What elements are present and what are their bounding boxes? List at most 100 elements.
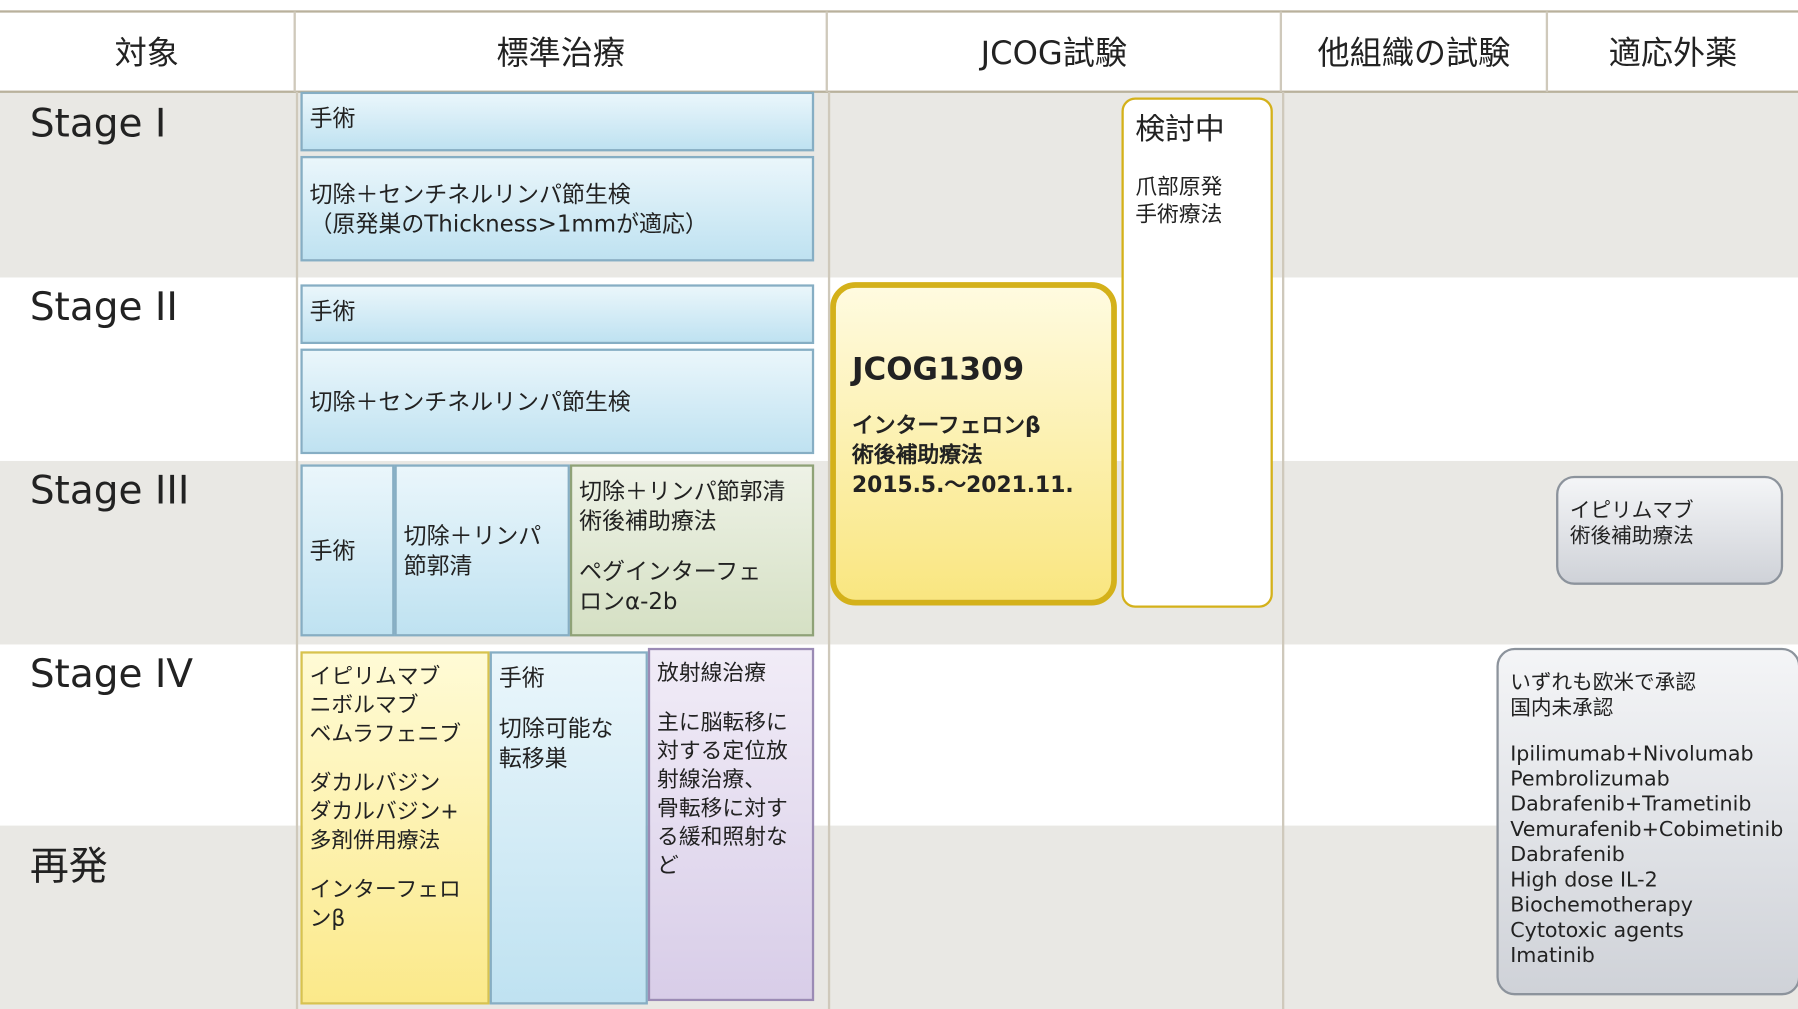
text-line: Dabrafenib <box>1510 842 1625 867</box>
text-line: JCOG1309 <box>851 352 1025 388</box>
treatment-box: 切除＋リンパ節郭清 術後補助療法 ペグインターフェ ロンα-2b <box>569 464 815 637</box>
text-line: 手術 <box>309 536 356 565</box>
column-divider <box>295 91 299 1009</box>
text-line: 切除＋リンパ節郭清 <box>579 477 786 505</box>
stage-label: Stage II <box>29 284 178 331</box>
text-line: Ipilimumab+Nivolumab <box>1510 741 1754 766</box>
paragraph: 主に脳転移に 対する定位放 射線治療、 骨転移に対す る緩和照射など <box>657 709 805 881</box>
paragraph: 切除＋センチネルリンパ節生検 （原発巣のThickness>1mmが適応） <box>310 179 805 239</box>
box-text: 検討中爪部原発 手術療法 <box>1135 107 1259 229</box>
column-header: 標準治療 <box>296 11 828 92</box>
box-text: 手術 <box>310 103 805 133</box>
box-text: 切除＋リンパ 節郭清 <box>404 521 561 581</box>
text-line: 爪部原発 <box>1135 174 1223 200</box>
text-line: 射線治療、 <box>657 767 767 793</box>
treatment-box: イピリムマブ ニボルマブベムラフェニブダカルバジン ダカルバジン+ 多剤併用療法インタ… <box>300 651 490 1005</box>
text-line: 手術 <box>498 663 545 692</box>
treatment-box: 検討中爪部原発 手術療法 <box>1121 97 1273 608</box>
text-line: 手術 <box>309 296 356 325</box>
paragraph: 放射線治療 <box>657 659 805 688</box>
text-line: 検討中 <box>1135 112 1225 147</box>
text-line: Biochemotherapy <box>1510 893 1693 918</box>
treatment-box: 手術 <box>300 91 815 152</box>
column-header: 他組織の試験 <box>1282 11 1549 92</box>
paragraph: 手術 <box>310 296 805 326</box>
paragraph: 切除＋リンパ節郭清 術後補助療法 <box>579 476 805 536</box>
text-line: Dabrafenib+Trametinib <box>1510 792 1752 817</box>
box-text: いずれも欧米で承認 国内未承認 Ipilimumab+Nivolumab Pembro… <box>1510 671 1786 969</box>
text-line: 放射線治療 <box>657 660 767 686</box>
text-line: ダカルバジン+ <box>309 799 459 825</box>
text-line: 2015.5.～2021.11. <box>851 472 1074 498</box>
box-text: 手術切除可能な 転移巣 <box>499 663 639 773</box>
text-line: 対する定位放 <box>657 738 788 764</box>
text-line: 主に脳転移に <box>657 709 788 736</box>
stage-label: Stage IV <box>29 651 194 698</box>
paragraph: JCOG1309 <box>852 351 1095 390</box>
paragraph: ペグインターフェ ロンα-2b <box>579 556 805 616</box>
text-line: ペグインターフェ <box>579 557 762 585</box>
paragraph: インターフェロンβ 術後補助療法 2015.5.～2021.11. <box>852 411 1095 500</box>
paragraph: 切除可能な 転移巣 <box>499 713 639 773</box>
box-text: JCOG1309 インターフェロンβ 術後補助療法 2015.5.～2021.11. <box>852 351 1095 500</box>
text-line: インターフェロンβ <box>851 412 1041 439</box>
text-line: 切除＋センチネルリンパ節生検 <box>309 387 631 416</box>
paragraph: 手術 <box>310 536 386 566</box>
box-text: 手術 <box>310 536 386 566</box>
treatment-box: 放射線治療主に脳転移に 対する定位放 射線治療、 骨転移に対す る緩和照射など <box>647 647 815 1002</box>
text-line: ベムラフェニブ <box>309 721 462 747</box>
text-line: 節郭清 <box>403 551 473 580</box>
text-line: 手術 <box>309 104 356 132</box>
paragraph: 切除＋センチネルリンパ節生検 <box>310 386 805 416</box>
treatment-box: JCOG1309 インターフェロンβ 術後補助療法 2015.5.～2021.11. <box>830 282 1117 606</box>
paragraph: インターフェロ ンβ <box>310 876 481 933</box>
column-divider <box>827 91 831 1009</box>
top-rule <box>0 10 1798 13</box>
text-line: Imatinib <box>1510 943 1595 968</box>
text-line: 術後補助療法 <box>1569 524 1694 549</box>
text-line: High dose IL-2 <box>1510 868 1658 893</box>
text-line: インターフェロ <box>309 877 461 903</box>
text-line: ロンα-2b <box>579 587 678 615</box>
text-line: イピリムマブ <box>1569 498 1694 523</box>
text-line: 多剤併用療法 <box>309 827 441 854</box>
paragraph: 手術 <box>499 663 639 693</box>
paragraph: Ipilimumab+Nivolumab Pembrolizumab Dabrafe… <box>1510 742 1786 969</box>
paragraph: 検討中 <box>1135 107 1259 153</box>
paragraph: イピリムマブ ニボルマブベムラフェニブ <box>310 663 481 749</box>
paragraph: 手術 <box>310 103 805 133</box>
text-line: ど <box>657 853 679 879</box>
text-line: （原発巣のThickness>1mmが適応） <box>309 209 708 238</box>
treatment-box: いずれも欧米で承認 国内未承認 Ipilimumab+Nivolumab Pembro… <box>1496 647 1798 996</box>
row-band <box>0 91 1798 278</box>
text-line: イピリムマブ <box>309 663 441 690</box>
text-line: Cytotoxic agents <box>1510 918 1684 943</box>
treatment-box: 手術切除可能な 転移巣 <box>489 651 648 1005</box>
text-line: る緩和照射な <box>657 824 788 850</box>
text-line: 骨転移に対す <box>657 795 788 822</box>
box-text: イピリムマブ 術後補助療法 <box>1570 499 1770 549</box>
box-text: 手術 <box>310 296 805 326</box>
text-line: 国内未承認 <box>1510 696 1614 721</box>
treatment-box: イピリムマブ 術後補助療法 <box>1556 475 1784 585</box>
column-header: 対象 <box>0 11 296 92</box>
text-line: Vemurafenib+Cobimetinib <box>1510 817 1784 842</box>
header-rule <box>0 90 1798 93</box>
box-text: 放射線治療主に脳転移に 対する定位放 射線治療、 骨転移に対す る緩和照射など <box>657 659 805 880</box>
stage-label: Stage III <box>29 467 190 514</box>
text-line: 切除＋センチネルリンパ節生検 <box>309 180 631 208</box>
stage-label: 再発 <box>29 843 108 890</box>
paragraph: ダカルバジン ダカルバジン+ 多剤併用療法 <box>310 769 481 855</box>
paragraph: 爪部原発 手術療法 <box>1135 173 1259 228</box>
column-header: 適応外薬 <box>1608 34 1738 73</box>
text-line: ニボルマブ <box>309 692 419 718</box>
column-header: JCOG試験 <box>828 11 1283 92</box>
treatment-box: 手術 <box>300 284 815 345</box>
text-line: 術後補助療法 <box>851 442 983 468</box>
box-text: イピリムマブ ニボルマブベムラフェニブダカルバジン ダカルバジン+ 多剤併用療法インタ… <box>310 663 481 934</box>
text-line: 手術療法 <box>1135 201 1223 228</box>
treatment-box: 切除＋リンパ 節郭清 <box>394 464 570 637</box>
treatment-box: 切除＋センチネルリンパ節生検 <box>300 348 815 455</box>
